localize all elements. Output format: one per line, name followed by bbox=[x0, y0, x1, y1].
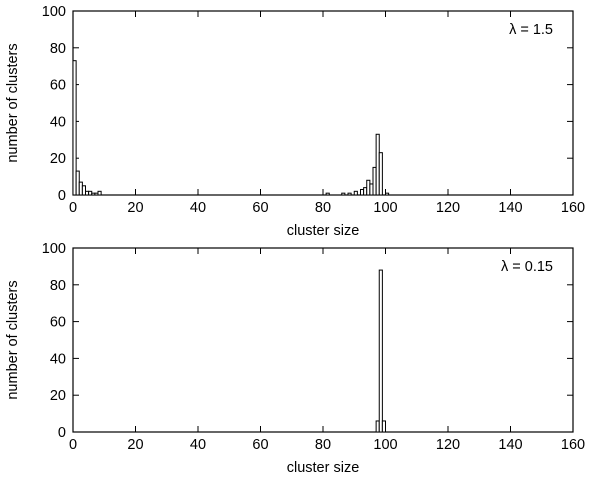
y-tick-label: 80 bbox=[50, 278, 66, 294]
y-tick-label: 60 bbox=[50, 315, 66, 331]
x-tick-label: 40 bbox=[190, 437, 206, 453]
histogram-bar bbox=[385, 192, 390, 196]
histogram-bar bbox=[72, 60, 77, 196]
chart-panel-top: 0 20 40 60 80 100 120 140 160 0 20 40 60 80 100 clust… bbox=[5, 4, 585, 239]
histogram-bar bbox=[341, 192, 346, 196]
x-tick-label: 100 bbox=[373, 437, 397, 453]
tick-marks bbox=[72, 10, 574, 196]
y-tick-label: 100 bbox=[42, 241, 66, 257]
x-tick-label: 120 bbox=[436, 200, 460, 216]
x-tick-label: 120 bbox=[436, 437, 460, 453]
y-tick-label: 0 bbox=[58, 188, 66, 204]
histogram-bar bbox=[325, 192, 330, 196]
histogram-bars bbox=[72, 60, 390, 196]
x-tick-labels: 0 20 40 60 80 100 120 140 160 bbox=[69, 200, 585, 216]
x-tick-label: 60 bbox=[252, 200, 268, 216]
x-tick-label: 140 bbox=[498, 437, 522, 453]
y-tick-label: 80 bbox=[50, 41, 66, 57]
y-tick-label: 40 bbox=[50, 351, 66, 367]
tick-marks bbox=[72, 247, 574, 433]
x-tick-label: 20 bbox=[127, 200, 143, 216]
x-tick-label: 160 bbox=[561, 200, 585, 216]
histogram-bars bbox=[375, 269, 386, 433]
lambda-annotation: λ = 1.5 bbox=[509, 22, 553, 38]
y-tick-label: 60 bbox=[50, 78, 66, 94]
histogram-bar bbox=[378, 269, 383, 433]
histogram-bar bbox=[381, 420, 386, 433]
y-axis-label: number of clusters bbox=[5, 280, 21, 399]
histogram-bar bbox=[97, 190, 102, 196]
y-axis-label: number of clusters bbox=[5, 43, 21, 162]
x-tick-label: 40 bbox=[190, 200, 206, 216]
x-axis-label: cluster size bbox=[287, 223, 360, 239]
histogram-bar bbox=[378, 152, 383, 196]
x-tick-labels: 0 20 40 60 80 100 120 140 160 bbox=[69, 437, 585, 453]
y-tick-label: 0 bbox=[58, 425, 66, 441]
x-tick-label: 60 bbox=[252, 437, 268, 453]
y-tick-label: 20 bbox=[50, 388, 66, 404]
chart-panel-bottom: 0 20 40 60 80 100 120 140 160 0 20 40 60 80 100 clust… bbox=[5, 241, 585, 476]
x-tick-label: 100 bbox=[373, 200, 397, 216]
plot-area-frame bbox=[72, 10, 574, 196]
plot-area-frame bbox=[72, 247, 574, 433]
x-tick-label: 80 bbox=[315, 200, 331, 216]
x-tick-label: 160 bbox=[561, 437, 585, 453]
y-tick-label: 40 bbox=[50, 114, 66, 130]
y-tick-labels: 0 20 40 60 80 100 bbox=[42, 241, 66, 441]
x-tick-label: 0 bbox=[69, 200, 77, 216]
x-tick-label: 140 bbox=[498, 200, 522, 216]
lambda-annotation: λ = 0.15 bbox=[501, 259, 553, 275]
histogram-bar bbox=[347, 192, 352, 196]
x-tick-label: 0 bbox=[69, 437, 77, 453]
x-tick-label: 80 bbox=[315, 437, 331, 453]
x-axis-label: cluster size bbox=[287, 460, 360, 476]
y-tick-labels: 0 20 40 60 80 100 bbox=[42, 4, 66, 204]
y-tick-label: 20 bbox=[50, 151, 66, 167]
histogram-bar bbox=[353, 190, 358, 196]
x-tick-label: 20 bbox=[127, 437, 143, 453]
y-tick-label: 100 bbox=[42, 4, 66, 20]
histogram-bar bbox=[81, 185, 86, 196]
